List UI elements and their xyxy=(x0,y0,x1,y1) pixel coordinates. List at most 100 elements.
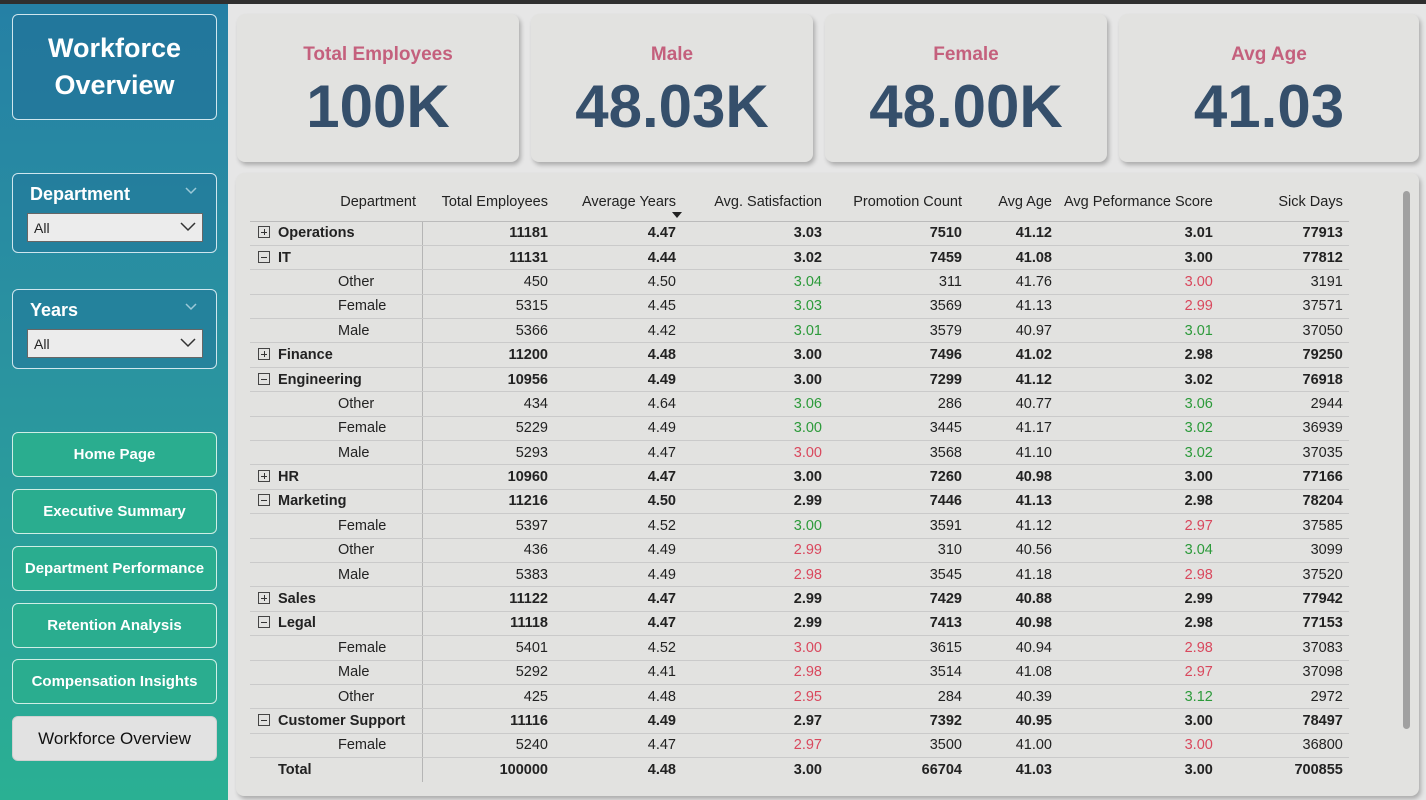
collapse-icon[interactable] xyxy=(258,372,270,385)
value-cell: 3.01 xyxy=(1058,318,1219,344)
collapse-icon[interactable] xyxy=(258,714,270,726)
row-label: Female xyxy=(338,298,387,315)
gender-row: Female 5229 4.49 3.00 3445 41.17 3.02 36939 xyxy=(250,416,1349,442)
value-cell: 5397 xyxy=(422,513,554,539)
value-cell: 2.99 xyxy=(682,586,828,612)
collapse-icon[interactable] xyxy=(258,616,270,629)
value-cell: 40.97 xyxy=(968,318,1058,344)
nav-workforce-overview[interactable]: Workforce Overview xyxy=(12,716,217,761)
cell-value: 3.03 xyxy=(793,298,822,315)
value-cell: 79250 xyxy=(1218,342,1349,368)
cell-value: 3.01 xyxy=(1184,322,1213,339)
value-cell: 41.76 xyxy=(968,269,1058,295)
value-cell: 3.00 xyxy=(682,440,828,466)
cell-value: 3.00 xyxy=(1184,737,1213,754)
column-header-avg-peformance-score[interactable]: Avg Peformance Score xyxy=(1058,183,1219,222)
value-cell: 284 xyxy=(828,684,968,710)
value-cell: 40.98 xyxy=(968,464,1058,490)
total-value: 4.48 xyxy=(647,762,676,779)
cell-value: 40.97 xyxy=(1015,322,1052,339)
value-cell: 3.00 xyxy=(1058,269,1219,295)
cell-value: 41.18 xyxy=(1015,566,1052,583)
value-cell: 2.99 xyxy=(682,538,828,563)
row-label-cell: Customer Support xyxy=(250,708,423,734)
report-title-line1: Workforce xyxy=(47,33,182,63)
cell-value: 41.12 xyxy=(1015,517,1052,534)
chevron-down-icon[interactable] xyxy=(184,184,198,198)
value-cell: 4.47 xyxy=(554,464,682,490)
department-row: IT 11131 4.44 3.02 7459 41.08 3.00 77812 xyxy=(250,245,1349,271)
value-cell: 286 xyxy=(828,391,968,417)
value-cell: 4.49 xyxy=(554,367,682,393)
expand-icon[interactable] xyxy=(258,226,270,239)
row-label: Other xyxy=(338,395,375,412)
value-cell: 77812 xyxy=(1218,245,1349,271)
cell-value: 36939 xyxy=(1302,420,1343,437)
column-header-total-employees[interactable]: Total Employees xyxy=(422,183,554,222)
cell-value: 40.77 xyxy=(1015,395,1052,412)
kpi-card-total-employees: Total Employees 100K xyxy=(237,14,519,162)
total-value: 700855 xyxy=(1294,762,1343,779)
kpi-value: 100K xyxy=(306,73,450,140)
nav-retention-analysis[interactable]: Retention Analysis xyxy=(12,603,217,648)
collapse-icon[interactable] xyxy=(258,250,270,263)
value-cell: 7446 xyxy=(828,489,968,515)
cell-value: 7429 xyxy=(929,591,962,608)
cell-value: 11116 xyxy=(510,713,548,729)
cell-value: 3615 xyxy=(929,639,962,656)
cell-value: 77153 xyxy=(1302,615,1343,632)
cell-value: 78204 xyxy=(1302,493,1343,510)
column-header-avg-satisfaction[interactable]: Avg. Satisfaction xyxy=(682,183,828,222)
years-dropdown[interactable]: All xyxy=(27,329,203,358)
value-cell: 2.97 xyxy=(682,708,828,734)
total-value-cell: 41.03 xyxy=(968,758,1058,782)
nav-compensation-insights[interactable]: Compensation Insights xyxy=(12,659,217,704)
column-header-average-years[interactable]: Average Years xyxy=(554,183,682,222)
value-cell: 3.00 xyxy=(682,416,828,442)
gender-row: Female 5240 4.47 2.97 3500 41.00 3.00 36800 xyxy=(250,733,1349,759)
cell-value: 2.99 xyxy=(793,615,822,632)
row-label-cell: Finance xyxy=(250,342,423,368)
expand-icon[interactable] xyxy=(258,470,270,483)
cell-value: 11181 xyxy=(509,225,548,242)
value-cell: 11181 xyxy=(422,221,554,246)
expand-icon[interactable] xyxy=(258,348,270,361)
column-header-sick-days[interactable]: Sick Days xyxy=(1218,183,1349,222)
value-cell: 41.00 xyxy=(968,733,1058,759)
nav-executive-summary[interactable]: Executive Summary xyxy=(12,489,217,534)
department-row: Operations 11181 4.47 3.03 7510 41.12 3.01 7791… xyxy=(250,221,1349,246)
collapse-icon[interactable] xyxy=(258,494,270,507)
nav-home-page[interactable]: Home Page xyxy=(12,432,217,477)
vertical-scrollbar[interactable] xyxy=(1403,191,1410,729)
value-cell: 40.56 xyxy=(968,538,1058,563)
value-cell: 3.00 xyxy=(1058,733,1219,759)
cell-value: 3.00 xyxy=(1184,469,1213,486)
column-header-label: Total Employees xyxy=(441,193,548,210)
expand-icon[interactable] xyxy=(258,592,270,605)
kpi-value: 48.00K xyxy=(869,73,1063,140)
cell-value: 5383 xyxy=(515,566,548,583)
column-header-avg-age[interactable]: Avg Age xyxy=(968,183,1058,222)
nav-department-performance[interactable]: Department Performance xyxy=(12,546,217,591)
row-label: Legal xyxy=(278,615,316,632)
cell-value: 2.99 xyxy=(1184,591,1213,608)
column-header-promotion-count[interactable]: Promotion Count xyxy=(828,183,968,222)
years-dropdown-value: All xyxy=(34,335,50,352)
value-cell: 4.50 xyxy=(554,489,682,515)
cell-value: 2.98 xyxy=(793,566,822,583)
value-cell: 2.95 xyxy=(682,684,828,710)
value-cell: 425 xyxy=(422,684,554,710)
cell-value: 3.04 xyxy=(793,273,822,290)
row-label: Sales xyxy=(278,591,316,608)
kpi-title: Female xyxy=(933,44,999,65)
row-label-cell: Operations xyxy=(250,221,423,246)
department-dropdown[interactable]: All xyxy=(27,213,203,242)
cell-value: 36800 xyxy=(1302,737,1343,754)
value-cell: 3545 xyxy=(828,562,968,588)
gender-row: Female 5401 4.52 3.00 3615 40.94 2.98 37083 xyxy=(250,635,1349,661)
value-cell: 76918 xyxy=(1218,367,1349,393)
cell-value: 10956 xyxy=(507,371,548,388)
column-header-department[interactable]: Department xyxy=(250,183,422,222)
chevron-down-icon[interactable] xyxy=(184,300,198,314)
total-value-cell: 3.00 xyxy=(682,758,828,782)
